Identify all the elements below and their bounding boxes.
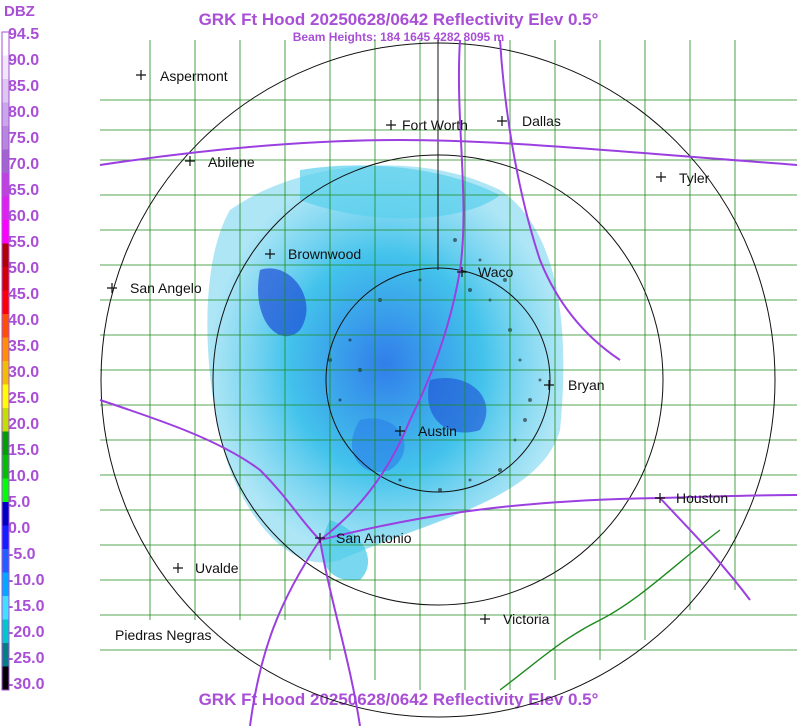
legend-swatch: [2, 643, 9, 667]
city-marker-icon: [457, 267, 467, 277]
legend-tick-label: 85.0: [8, 78, 40, 95]
city-label: Fort Worth: [402, 117, 468, 133]
legend-tick-label: 45.0: [8, 286, 40, 303]
city-marker-icon: [173, 563, 183, 573]
legend-swatch: [2, 243, 9, 268]
legend-swatch: [2, 431, 9, 456]
legend-swatch: [2, 220, 9, 244]
city-marker-icon: [386, 120, 396, 130]
legend-tick-label: 55.0: [8, 234, 40, 251]
city-marker-icon: [544, 380, 554, 390]
city-marker-icon: [655, 493, 665, 503]
legend-swatch: [2, 455, 9, 479]
legend-tick-label: 80.0: [8, 104, 40, 121]
city-label: Victoria: [503, 611, 550, 627]
legend-tick-label: 60.0: [8, 208, 40, 225]
city-label: Piedras Negras: [115, 627, 212, 643]
legend-swatch: [2, 149, 9, 174]
dbz-legend: 94.5 90.0 85.0 80.0 75.0 70.0 65.0 60.0 55.0 50.0…: [0, 26, 105, 695]
city-marker-icon: [107, 283, 117, 293]
legend-tick-label: -15.0: [8, 598, 45, 615]
legend-swatch: [2, 666, 9, 691]
legend-tick-label: 75.0: [8, 130, 40, 147]
legend-swatch: [2, 549, 9, 573]
legend-swatch: [2, 196, 9, 221]
city-label: Uvalde: [195, 560, 239, 576]
city-markers: Aspermont Abilene Fort Worth Dallas Tyler Bro…: [107, 68, 728, 643]
legend-tick-label: 90.0: [8, 52, 40, 69]
legend-color-bar: [1, 31, 10, 691]
city-marker-icon: [265, 249, 275, 259]
legend-tick-label: 94.5: [8, 26, 40, 43]
legend-tick-label: 0.0: [8, 520, 31, 537]
city-label: Brownwood: [288, 246, 361, 262]
city-label: Aspermont: [160, 68, 228, 84]
city-label: Houston: [676, 490, 728, 506]
city-label: Abilene: [208, 154, 255, 170]
legend-swatch: [2, 596, 9, 620]
legend-tick-label: -10.0: [8, 572, 45, 589]
legend-tick-label: 25.0: [8, 390, 40, 407]
legend-tick-label: 35.0: [8, 338, 40, 355]
city-marker-icon: [497, 116, 507, 126]
city-label: Bryan: [568, 377, 605, 393]
legend-swatch: [2, 126, 9, 150]
legend-swatch: [2, 102, 9, 127]
city-label: Dallas: [522, 113, 561, 129]
range-rings: [100, 40, 776, 718]
city-label: Tyler: [679, 170, 710, 186]
legend-tick-label: 40.0: [8, 312, 40, 329]
legend-tick-label: 20.0: [8, 416, 40, 433]
legend-swatch: [2, 173, 9, 197]
city-label: San Angelo: [130, 280, 202, 296]
legend-swatch: [2, 502, 9, 526]
city-marker-icon: [656, 172, 666, 182]
legend-tick-label: -30.0: [8, 676, 45, 693]
map-title: GRK Ft Hood 20250628/0642 Reflectivity E…: [198, 10, 599, 29]
map-footer-title: GRK Ft Hood 20250628/0642 Reflectivity E…: [198, 690, 599, 709]
legend-tick-label: 65.0: [8, 182, 40, 199]
legend-border: [1, 31, 10, 691]
legend-swatch: [2, 384, 9, 409]
legend-tick-label: 50.0: [8, 260, 40, 277]
legend-swatch: [2, 619, 9, 644]
city-label: Austin: [418, 423, 457, 439]
legend-swatch: [2, 478, 9, 503]
legend-tick-label: 5.0: [8, 494, 31, 511]
city-marker-icon: [395, 426, 405, 436]
interstate-highways: [99, 39, 797, 726]
legend-tick-label: 15.0: [8, 442, 40, 459]
legend-tick-label: 30.0: [8, 364, 40, 381]
legend-swatch: [2, 361, 9, 385]
legend-unit-label: DBZ: [4, 3, 35, 20]
legend-swatch: [2, 55, 9, 80]
legend-tick-label: -20.0: [8, 624, 45, 641]
city-label: Waco: [478, 264, 513, 280]
legend-swatch: [2, 525, 9, 550]
beam-heights: Beam Heights: 184 1645 4282 8095 m: [292, 30, 505, 44]
legend-swatch: [2, 572, 9, 597]
city-marker-icon: [315, 533, 325, 543]
legend-swatch: [2, 314, 9, 338]
city-marker-icon: [480, 614, 490, 624]
city-label: San Antonio: [336, 530, 412, 546]
legend-swatch: [2, 79, 9, 103]
legend-tick-label: 10.0: [8, 468, 40, 485]
city-marker-icon: [185, 156, 195, 166]
legend-swatch: [2, 32, 9, 56]
legend-tick-label: -5.0: [8, 546, 36, 563]
legend-swatch: [2, 408, 9, 432]
city-marker-icon: [136, 70, 146, 80]
legend-tick-label: -25.0: [8, 650, 45, 667]
legend-swatch: [2, 337, 9, 362]
legend-tick-label: 70.0: [8, 156, 40, 173]
legend-swatch: [2, 290, 9, 315]
legend-swatch: [2, 267, 9, 291]
